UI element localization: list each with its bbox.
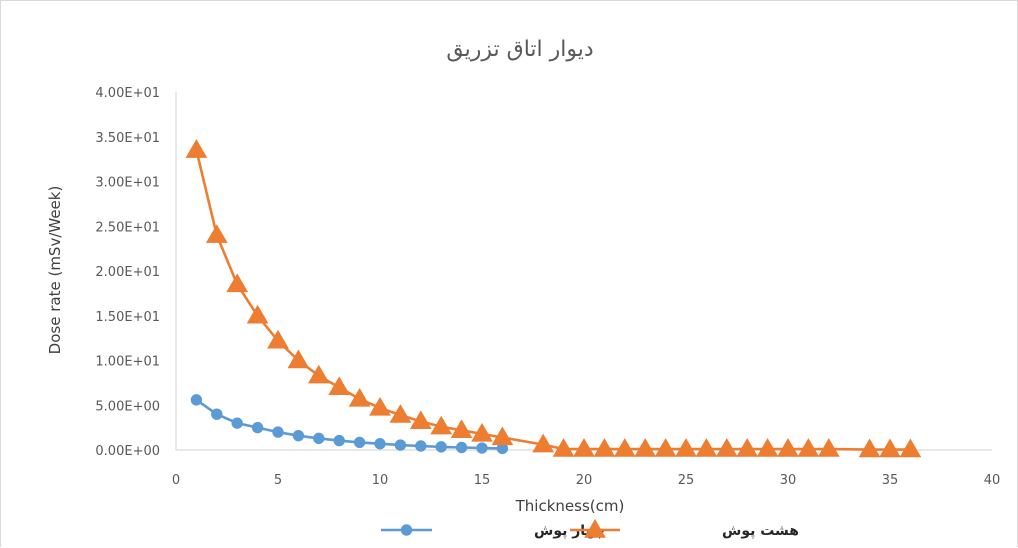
y-axis-title: Dose rate (mSv/Week) (46, 186, 64, 355)
x-tick-label: 0 (172, 473, 180, 488)
data-point (634, 438, 657, 457)
data-point (205, 224, 228, 243)
data-point (715, 438, 738, 457)
data-point (251, 421, 264, 434)
data-point (185, 139, 208, 158)
data-point (777, 438, 799, 457)
data-point (292, 429, 305, 442)
data-point (450, 419, 473, 439)
data-point (858, 438, 881, 458)
series-line (195, 398, 503, 450)
data-point (476, 442, 488, 454)
data-point (491, 426, 514, 446)
x-tick-label: 5 (274, 473, 282, 488)
data-point (435, 441, 447, 453)
y-tick-label: 1.00E+01 (95, 355, 160, 370)
y-tick-label: 2.00E+01 (95, 265, 160, 280)
data-point (211, 408, 223, 420)
data-point (573, 438, 595, 457)
chart-title: دیوار اتاق تزریق (446, 37, 593, 62)
data-point (584, 519, 606, 538)
data-point (190, 394, 203, 406)
y-tick-label: 2.50E+01 (95, 220, 160, 235)
data-point (409, 410, 432, 430)
data-point (328, 376, 351, 396)
series-line (195, 149, 911, 451)
data-point (226, 273, 249, 293)
series (185, 139, 922, 458)
x-tick-label: 15 (474, 473, 491, 488)
y-tick-label: 0.00E+00 (95, 444, 160, 459)
data-point (695, 438, 718, 457)
data-point (899, 438, 922, 458)
x-tick-label: 10 (372, 473, 389, 488)
y-tick-label: 4.00E+01 (95, 86, 160, 101)
series (190, 394, 509, 455)
data-point (415, 440, 427, 452)
data-point (552, 438, 575, 457)
data-point (287, 349, 310, 369)
data-point (394, 439, 407, 451)
data-point (736, 438, 759, 457)
x-tick-label: 30 (780, 473, 797, 488)
data-point (246, 304, 269, 324)
data-point (369, 396, 391, 416)
data-point (654, 438, 677, 457)
data-point (797, 438, 820, 457)
data-point (272, 426, 284, 438)
data-point (593, 438, 616, 457)
legend-label: هشت پوش (722, 523, 799, 539)
y-tick-label: 3.50E+01 (95, 131, 160, 146)
series-layer (185, 139, 922, 458)
data-point (879, 438, 901, 458)
data-point (817, 438, 840, 457)
data-point (307, 364, 330, 384)
legend: چهار پوش هشت پوش (381, 519, 799, 539)
data-point (430, 415, 453, 435)
x-tick-label: 35 (882, 473, 899, 488)
data-point (348, 387, 371, 407)
data-point (313, 432, 325, 445)
data-point (532, 433, 555, 453)
y-tick-label: 3.00E+01 (95, 176, 160, 191)
data-point (267, 329, 289, 349)
data-point (400, 524, 413, 536)
data-point (675, 438, 697, 457)
legend-item: هشت پوش (570, 519, 799, 539)
y-tick-label: 5.00E+00 (95, 399, 160, 414)
data-point (613, 438, 636, 457)
data-point (231, 417, 243, 429)
x-tick-label: 25 (678, 473, 695, 488)
data-point (353, 436, 366, 449)
data-point (756, 438, 779, 457)
y-tick-label: 1.50E+01 (95, 310, 160, 325)
x-tick-label: 40 (984, 473, 1001, 488)
data-point (374, 438, 386, 450)
data-point (455, 441, 468, 454)
data-point (389, 404, 412, 423)
x-axis-title: Thickness(cm) (515, 497, 625, 515)
data-point (471, 422, 493, 442)
x-tick-label: 20 (576, 473, 593, 488)
data-point (333, 434, 345, 447)
